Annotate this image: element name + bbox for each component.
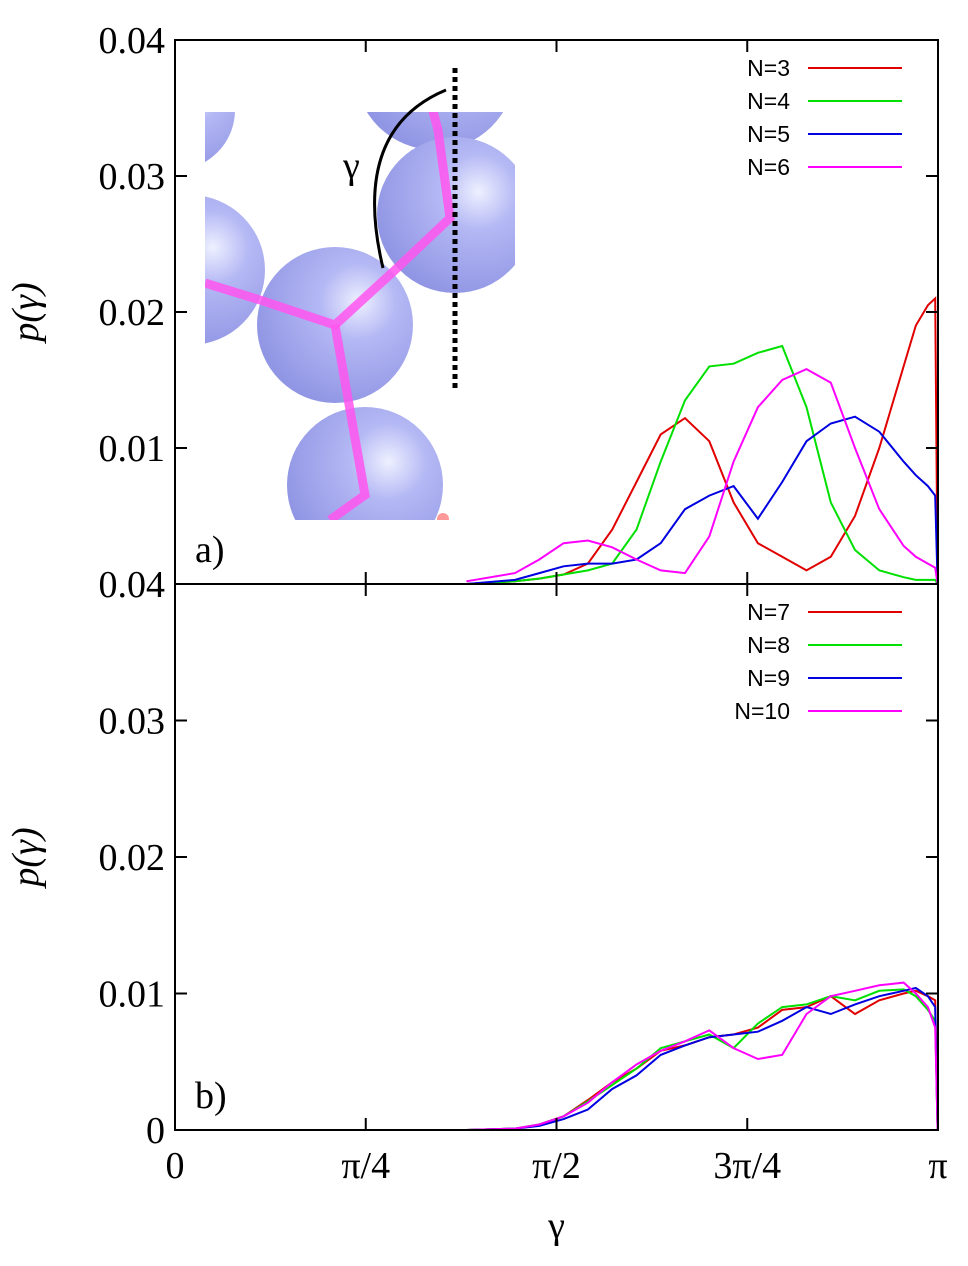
legend-label: N=9 (747, 665, 790, 691)
y-tick-label: 0.04 (99, 20, 166, 62)
series-line (466, 296, 939, 585)
x-tick-label: 0 (166, 1145, 185, 1187)
x-tick-label: 3π/4 (713, 1145, 781, 1187)
series-line (466, 367, 939, 585)
x-tick-label: π/2 (532, 1145, 581, 1187)
series-line (466, 986, 939, 1131)
legend-label: N=8 (747, 632, 790, 658)
y-axis-label: p(γ) (5, 827, 47, 889)
y-tick-label: 0 (146, 1110, 165, 1152)
series-line (466, 988, 939, 1131)
series-line (466, 344, 939, 585)
x-tick-label: π (928, 1145, 947, 1187)
panel-label: b) (195, 1075, 227, 1117)
legend-label: N=10 (734, 698, 790, 724)
x-axis-label: γ (547, 1205, 565, 1247)
y-tick-label: 0.02 (99, 837, 166, 879)
legend-label: N=4 (747, 88, 790, 114)
series-line (466, 981, 939, 1131)
y-tick-label: 0.04 (99, 564, 166, 606)
series-line (466, 989, 939, 1131)
legend-label: N=6 (747, 154, 790, 180)
x-tick-label: π/4 (341, 1145, 390, 1187)
legend-label: N=3 (747, 55, 790, 81)
y-tick-label: 0.03 (99, 701, 166, 743)
panel-label: a) (195, 529, 225, 571)
legend-label: N=7 (747, 599, 790, 625)
legend-label: N=5 (747, 121, 790, 147)
y-tick-label: 0.03 (99, 156, 166, 198)
inset-illustration (205, 68, 515, 520)
y-tick-label: 0.01 (99, 428, 166, 470)
y-tick-label: 0.02 (99, 292, 166, 334)
y-tick-label: 0.01 (99, 974, 166, 1016)
series-line (466, 415, 939, 585)
inset-label: γ (342, 145, 360, 187)
plots: 0.01 0.02 0.03 0.04 p(γ) a) γ N=3 N=4 N=5 N=6 0 0.01… (5, 20, 948, 1247)
y-axis-label: p(γ) (5, 282, 47, 344)
plot-frame (174, 583, 939, 1131)
